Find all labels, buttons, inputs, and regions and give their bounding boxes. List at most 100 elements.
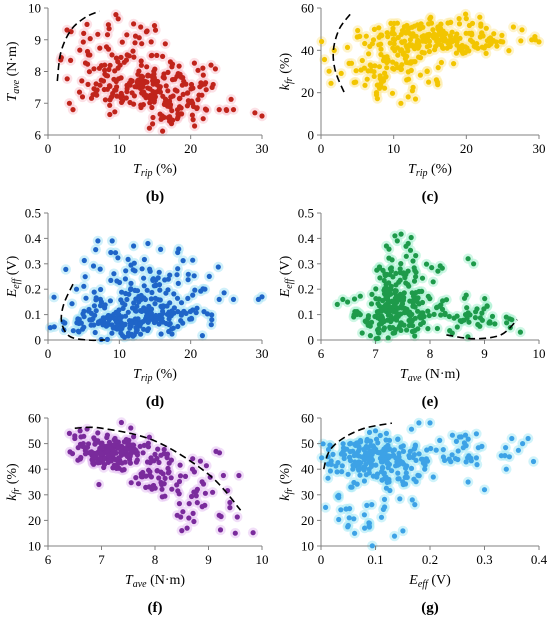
x-axis-title: Eeff (V) <box>408 573 451 590</box>
data-point <box>438 312 444 318</box>
data-point <box>386 312 392 318</box>
data-point <box>378 46 384 52</box>
data-point <box>455 456 461 463</box>
x-axis-title: Trip (%) <box>133 367 177 384</box>
data-point <box>163 83 169 89</box>
data-point <box>91 461 97 467</box>
data-point <box>506 48 512 54</box>
data-point <box>390 45 396 51</box>
data-point <box>380 452 386 458</box>
data-point <box>420 456 426 462</box>
data-point <box>396 305 402 311</box>
data-point <box>75 317 81 323</box>
data-point <box>133 308 139 314</box>
data-point <box>140 469 146 476</box>
data-point <box>393 288 399 294</box>
data-point <box>165 88 171 94</box>
x-tick-label: 10 <box>387 141 400 156</box>
data-point <box>82 274 88 280</box>
data-point <box>208 62 214 68</box>
data-point <box>215 264 221 270</box>
data-point <box>118 90 124 96</box>
data-point <box>101 86 107 93</box>
data-point <box>410 299 416 305</box>
data-point <box>190 510 196 516</box>
data-point <box>124 447 130 453</box>
x-tick-label: 8 <box>427 346 434 361</box>
data-point <box>210 489 216 495</box>
data-point <box>413 253 419 259</box>
data-point <box>86 69 92 75</box>
data-point <box>458 318 465 325</box>
data-point <box>194 486 200 492</box>
data-point <box>158 469 164 475</box>
boundary-curve <box>60 283 106 342</box>
data-point <box>319 455 325 461</box>
data-point <box>150 78 156 84</box>
x-axis-title: Trip (%) <box>133 162 177 179</box>
data-point <box>440 45 446 51</box>
data-point <box>422 466 428 472</box>
data-point <box>66 100 72 106</box>
y-tick-label: 8 <box>35 64 42 79</box>
data-point <box>195 67 201 73</box>
data-point <box>345 299 351 305</box>
data-point <box>333 463 339 469</box>
data-point <box>174 88 180 94</box>
data-point <box>400 443 406 449</box>
data-point <box>372 428 379 434</box>
data-point <box>125 309 131 315</box>
y-tick-label: 10 <box>28 1 41 16</box>
data-point <box>128 480 134 486</box>
data-point <box>202 81 208 87</box>
data-point <box>178 312 184 318</box>
data-point <box>369 319 375 325</box>
data-point <box>162 475 168 481</box>
data-point <box>179 528 185 534</box>
data-point <box>123 268 129 274</box>
data-point <box>393 309 399 315</box>
data-point <box>471 261 477 267</box>
data-point <box>200 65 206 71</box>
data-point <box>477 14 483 20</box>
data-point <box>110 324 116 330</box>
data-point <box>336 516 342 523</box>
data-point <box>185 295 191 301</box>
data-point <box>377 432 383 439</box>
data-point <box>424 44 430 50</box>
data-point <box>402 275 408 281</box>
y-tick-label: 10 <box>301 539 314 554</box>
data-point <box>506 454 512 460</box>
data-point <box>174 116 180 122</box>
data-point <box>401 52 407 58</box>
data-point <box>133 325 139 331</box>
data-point <box>405 268 411 274</box>
data-point <box>123 437 129 443</box>
data-point <box>255 296 261 302</box>
data-point <box>430 27 436 33</box>
data-point <box>159 116 165 122</box>
data-point <box>368 301 375 307</box>
data-point <box>340 445 347 451</box>
y-axis-title: Tave (N·m) <box>5 41 22 102</box>
data-point <box>346 515 352 521</box>
data-point <box>381 471 387 477</box>
panel-caption: (g) <box>421 600 439 616</box>
data-point <box>532 37 539 43</box>
data-point <box>437 437 443 443</box>
data-point <box>107 83 113 89</box>
data-point <box>197 84 203 90</box>
data-point <box>466 30 472 36</box>
data-point <box>465 256 471 262</box>
data-point <box>123 95 129 101</box>
y-tick-label: 9 <box>35 32 42 47</box>
data-point <box>472 44 479 50</box>
data-point <box>250 530 256 536</box>
data-point <box>167 59 173 65</box>
data-point <box>81 314 87 320</box>
data-point <box>415 295 421 301</box>
data-point <box>131 332 137 338</box>
data-point <box>463 11 469 17</box>
data-point <box>382 85 388 91</box>
data-point <box>72 435 78 442</box>
